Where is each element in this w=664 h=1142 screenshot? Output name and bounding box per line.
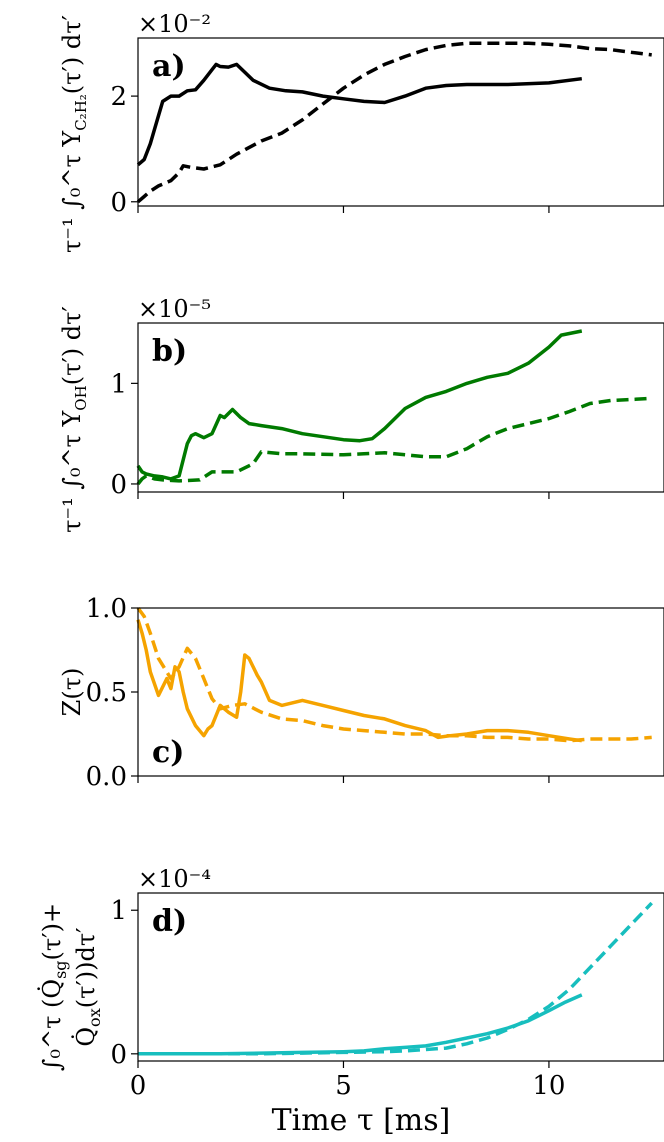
axis-scale-label: ×10⁻⁴ <box>138 865 211 893</box>
panel-a: 0 2 a) ×10⁻² τ⁻¹ ∫₀^τ YC₂H₂(τ′) dτ′ <box>58 10 664 253</box>
series-line-dashed <box>136 41 652 204</box>
x-tick-label: 5 <box>335 1071 352 1101</box>
y-tick-label: 1 <box>110 369 127 399</box>
y-tick-label: 0 <box>110 1040 127 1070</box>
y-axis-label-line2: Q̇ox(τ′))dτ′ <box>72 927 104 1046</box>
plot-frame <box>137 322 664 493</box>
y-tick-label: 2 <box>110 82 127 112</box>
panel-label: d) <box>152 904 187 939</box>
y-tick-label: 0 <box>110 470 127 500</box>
series-line-solid <box>136 62 583 167</box>
x-tick-label: 10 <box>532 1071 565 1101</box>
axis-scale-label: ×10⁻⁵ <box>138 295 211 323</box>
panel-label: b) <box>152 334 187 369</box>
y-tick-label: 1 <box>110 896 127 926</box>
series-line-dashed <box>136 396 652 486</box>
y-axis-label-tail: (τ′)+ <box>38 903 66 961</box>
series-line-dashed <box>136 606 652 743</box>
y-tick-label: 0.5 <box>86 678 127 708</box>
y-axis-label-text: τ⁻¹ ∫₀^τ Y <box>58 130 86 253</box>
y-axis-label-sub: OH <box>72 385 90 410</box>
plot-frame <box>137 607 664 777</box>
y-axis-label-sub: ox <box>85 1008 104 1027</box>
y-axis-label-tail: (τ′) dτ′ <box>58 306 86 385</box>
y-tick-label: 0.0 <box>86 762 127 792</box>
plot-frame <box>137 892 664 1062</box>
panel-c: 0.0 0.5 1.0 c) Z(τ) <box>58 594 664 792</box>
x-tick-label: 0 <box>130 1071 147 1101</box>
y-axis-label-sub: sg <box>51 960 70 978</box>
plot-frame <box>137 37 664 207</box>
y-axis-label-text: τ⁻¹ ∫₀^τ Y <box>58 410 86 533</box>
y-tick-label: 0 <box>110 188 127 218</box>
y-axis-label: τ⁻¹ ∫₀^τ YOH(τ′) dτ′ <box>58 306 90 533</box>
y-axis-label: Z(τ) <box>58 668 86 717</box>
series-line-solid <box>136 329 583 481</box>
axis-scale-label: ×10⁻² <box>138 10 211 38</box>
series-line-dashed <box>138 901 653 1056</box>
y-axis-label-tail: (τ′))dτ′ <box>72 927 100 1008</box>
y-axis-label: τ⁻¹ ∫₀^τ YC₂H₂(τ′) dτ′ <box>58 15 90 253</box>
y-axis-label-text: Q̇ <box>72 1027 100 1047</box>
y-axis-label-text: ∫₀^τ (Q̇ <box>38 979 66 1071</box>
panel-label: c) <box>152 735 184 770</box>
panel-label: a) <box>152 49 186 84</box>
y-axis-label-tail: (τ′) dτ′ <box>58 15 86 94</box>
panel-d: 010 5 10d)×10⁻⁴∫₀^τ (Q̇sg(τ′)+Q̇ox(τ′))dτ′… <box>38 865 664 1138</box>
y-axis-label-sub: C₂H₂ <box>72 94 90 131</box>
y-axis-label-line1: ∫₀^τ (Q̇sg(τ′)+ <box>38 903 70 1071</box>
panel-b: 0 1 b) ×10⁻⁵ τ⁻¹ ∫₀^τ YOH(τ′) dτ′ <box>58 295 664 533</box>
x-axis-label: Time τ [ms] <box>272 1103 451 1138</box>
y-tick-label: 1.0 <box>86 594 127 624</box>
